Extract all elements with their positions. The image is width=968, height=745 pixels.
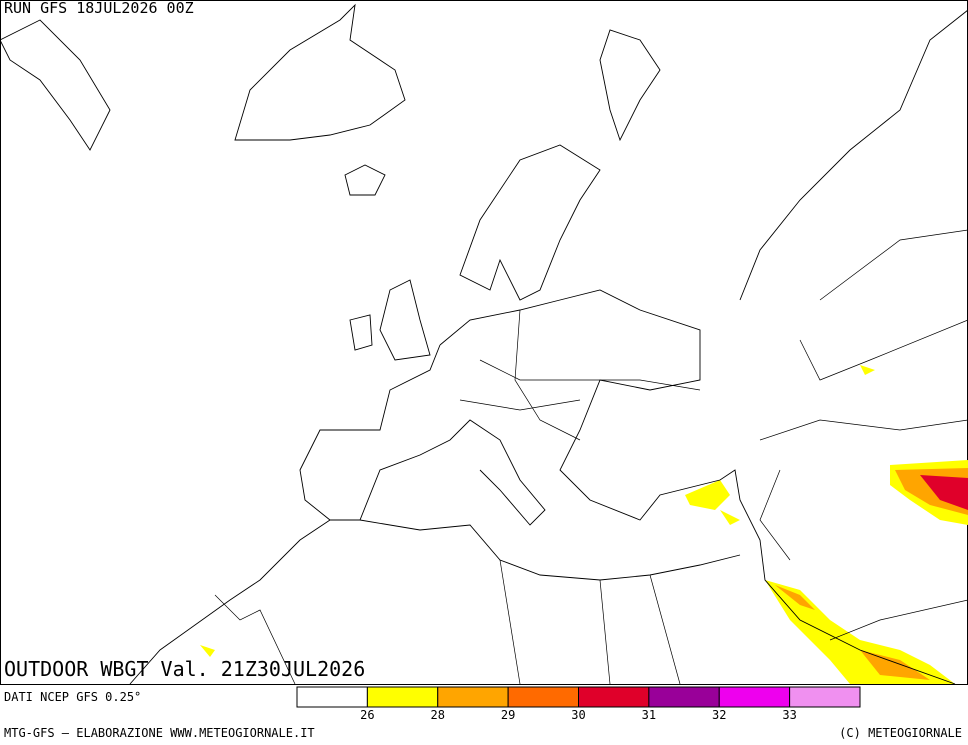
colorbar-label: 32 xyxy=(712,708,726,722)
colorbar-swatch xyxy=(507,686,579,708)
map-frame xyxy=(0,0,968,685)
colorbar: 26 28 29 30 31 32 33 xyxy=(296,686,861,722)
colorbar-label: 26 xyxy=(360,708,374,722)
borders xyxy=(214,229,968,685)
colorbar-swatch xyxy=(578,686,650,708)
colorbar-swatch xyxy=(718,686,791,708)
colorbar-swatch xyxy=(366,686,439,708)
colorbar-swatch xyxy=(437,686,509,708)
run-label: RUN GFS 18JUL2026 00Z xyxy=(4,0,194,17)
colorbar-swatch xyxy=(789,686,861,708)
footer-right: (C) METEOGIORNALE xyxy=(839,726,962,740)
colorbar-label: 29 xyxy=(501,708,515,722)
colorbar-label: 31 xyxy=(642,708,656,722)
map-title: OUTDOOR WBGT Val. 21Z30JUL2026 xyxy=(4,657,365,681)
colorbar-label: 30 xyxy=(571,708,585,722)
heat-areas xyxy=(200,365,968,684)
colorbar-swatch xyxy=(648,686,720,708)
source-label: DATI NCEP GFS 0.25° xyxy=(4,690,141,704)
coastlines xyxy=(0,3,968,685)
colorbar-label: 33 xyxy=(782,708,796,722)
footer-left: MTG-GFS — ELABORAZIONE WWW.METEOGIORNALE… xyxy=(4,726,315,740)
colorbar-swatch xyxy=(296,686,368,708)
colorbar-label: 28 xyxy=(431,708,445,722)
